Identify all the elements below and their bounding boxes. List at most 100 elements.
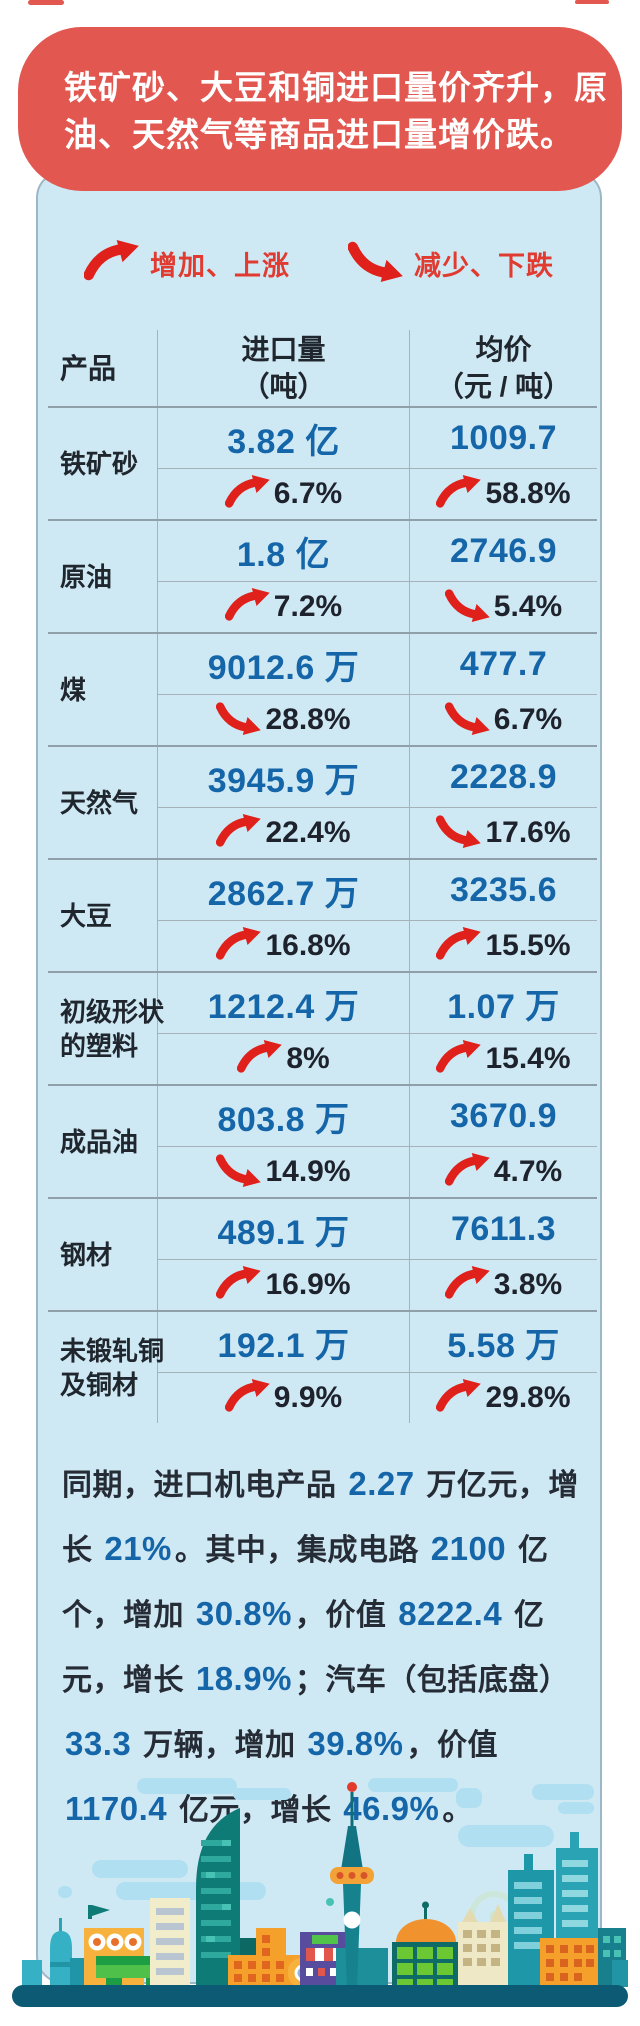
- import-volume-value: 9012.6 万: [158, 634, 410, 694]
- row-values: 9012.6 万 477.7 28.8% 6.7%: [158, 634, 597, 745]
- import-volume-value: 803.8 万: [158, 1086, 410, 1146]
- up-arrow-icon: [436, 475, 482, 508]
- change-percent-label: 16.8%: [265, 929, 351, 962]
- up-arrow-icon: [224, 1379, 270, 1412]
- legend-increase-label: 增加、上涨: [150, 250, 290, 281]
- up-arrow-icon: [444, 1153, 490, 1186]
- price-change: 5.4%: [410, 582, 597, 632]
- change-percent-label: 3.8%: [493, 1268, 563, 1301]
- avg-price-value: 1.07 万: [447, 987, 560, 1026]
- top-edge-artifact: [575, 0, 609, 4]
- down-arrow-icon: [347, 241, 403, 282]
- highlight-number: 21%: [104, 1530, 172, 1567]
- headline-banner: 铁矿砂、大豆和铜进口量价齐升，原 油、天然气等商品进口量增价跌。: [18, 27, 622, 191]
- price-change: 4.7%: [410, 1147, 597, 1197]
- value-subrow: 9012.6 万 477.7: [158, 634, 597, 695]
- price-change: 29.8%: [410, 1373, 597, 1423]
- paragraph-text: 万辆，增加: [134, 1729, 305, 1762]
- change-percent-label: 17.6%: [485, 816, 571, 849]
- paragraph-text: ，价值: [406, 1729, 498, 1762]
- import-volume-value: 1212.4 万: [158, 973, 410, 1033]
- avg-price-value: 1009.7: [450, 418, 557, 457]
- import-volume-value: 3.82 亿: [158, 408, 410, 468]
- change-subrow: 22.4% 17.6%: [158, 808, 597, 858]
- highlight-number: 33.3: [65, 1725, 132, 1762]
- product-name: 钢材: [48, 1199, 158, 1310]
- headline-line-1: 铁矿砂、大豆和铜进口量价齐升，原: [64, 69, 608, 106]
- product-name: 初级形状 的塑料: [48, 973, 164, 1084]
- volume-change: 22.4%: [158, 808, 410, 858]
- product-name: 大豆: [48, 860, 158, 971]
- product-name: 未锻轧铜 及铜材: [48, 1312, 164, 1423]
- change-percent-label: 8%: [286, 1042, 330, 1075]
- value-subrow: 3.82 亿 1009.7: [158, 408, 597, 469]
- paragraph-text: 亿个，增加: [62, 1534, 549, 1632]
- paragraph-text: 万亿元，增长: [62, 1469, 579, 1567]
- table-row: 天然气 3945.9 万 2228.9 22.4% 17.6%: [48, 745, 597, 858]
- value-subrow: 803.8 万 3670.9: [158, 1086, 597, 1147]
- price-change: 6.7%: [410, 695, 597, 745]
- value-subrow: 489.1 万 7611.3: [158, 1199, 597, 1260]
- volume-change: 7.2%: [158, 582, 410, 632]
- change-subrow: 6.7% 58.8%: [158, 469, 597, 519]
- row-values: 489.1 万 7611.3 16.9% 3.8%: [158, 1199, 597, 1310]
- avg-price-value: 2746.9: [450, 531, 557, 570]
- volume-change: 16.8%: [158, 921, 410, 971]
- table-row: 未锻轧铜 及铜材 192.1 万 5.58 万 9.9% 29.8%: [48, 1310, 597, 1423]
- top-edge-artifact: [28, 0, 64, 5]
- up-arrow-icon: [436, 1379, 482, 1412]
- product-name: 铁矿砂: [48, 408, 158, 519]
- product-name: 原油: [48, 521, 158, 632]
- highlight-number: 46.9%: [343, 1790, 440, 1827]
- volume-change: 8%: [158, 1034, 410, 1084]
- up-arrow-icon: [83, 239, 139, 280]
- row-values: 1212.4 万 1.07 万 8% 15.4%: [158, 973, 597, 1084]
- highlight-number: 8222.4: [398, 1595, 503, 1632]
- highlight-number: 1170.4: [65, 1790, 168, 1827]
- paragraph-text: ；汽车（包括底盘）: [294, 1664, 570, 1697]
- price-change: 15.5%: [410, 921, 597, 971]
- down-arrow-icon: [444, 702, 490, 735]
- volume-change: 14.9%: [158, 1147, 410, 1197]
- cityscape-illustration: [12, 1778, 628, 2007]
- content-panel: [36, 170, 602, 1984]
- avg-price-value: 477.7: [459, 644, 548, 683]
- change-percent-label: 14.9%: [265, 1155, 351, 1188]
- change-subrow: 7.2% 5.4%: [158, 582, 597, 632]
- value-subrow: 2862.7 万 3235.6: [158, 860, 597, 921]
- change-percent-label: 6.7%: [493, 703, 563, 736]
- table-row: 大豆 2862.7 万 3235.6 16.8% 15.5%: [48, 858, 597, 971]
- header-product: 产品: [48, 330, 158, 406]
- value-subrow: 1212.4 万 1.07 万: [158, 973, 597, 1034]
- paragraph-text: 同期，进口机电产品: [62, 1469, 346, 1502]
- volume-change: 28.8%: [158, 695, 410, 745]
- avg-price-value: 3235.6: [450, 870, 557, 909]
- paragraph-text: ，价值: [294, 1599, 396, 1632]
- row-values: 803.8 万 3670.9 14.9% 4.7%: [158, 1086, 597, 1197]
- up-arrow-icon: [216, 927, 262, 960]
- price-change: 58.8%: [410, 469, 597, 519]
- up-arrow-icon: [224, 475, 270, 508]
- paragraph-text: 亿元，增长: [62, 1599, 545, 1697]
- highlight-number: 39.8%: [307, 1725, 404, 1762]
- up-arrow-icon: [224, 588, 270, 621]
- down-arrow-icon: [347, 240, 404, 287]
- price-change: 15.4%: [410, 1034, 597, 1084]
- up-arrow-icon: [436, 1040, 482, 1073]
- highlight-number: 2.27: [348, 1465, 415, 1502]
- import-volume-value: 489.1 万: [158, 1199, 410, 1259]
- row-values: 1.8 亿 2746.9 7.2% 5.4%: [158, 521, 597, 632]
- avg-price-value: 3670.9: [450, 1096, 557, 1135]
- change-subrow: 16.8% 15.5%: [158, 921, 597, 971]
- table-header-row: 产品 进口量 （吨） 均价 （元 / 吨）: [48, 330, 597, 406]
- highlight-number: 2100: [430, 1530, 507, 1567]
- product-name: 天然气: [48, 747, 158, 858]
- up-arrow-icon: [216, 814, 262, 847]
- legend-item-decrease: 减少、下跌: [347, 240, 554, 287]
- header-import-volume: 进口量 （吨）: [158, 330, 410, 406]
- down-arrow-icon: [216, 1154, 262, 1187]
- change-subrow: 8% 15.4%: [158, 1034, 597, 1084]
- highlight-number: 30.8%: [195, 1595, 292, 1632]
- change-percent-label: 15.4%: [485, 1042, 571, 1075]
